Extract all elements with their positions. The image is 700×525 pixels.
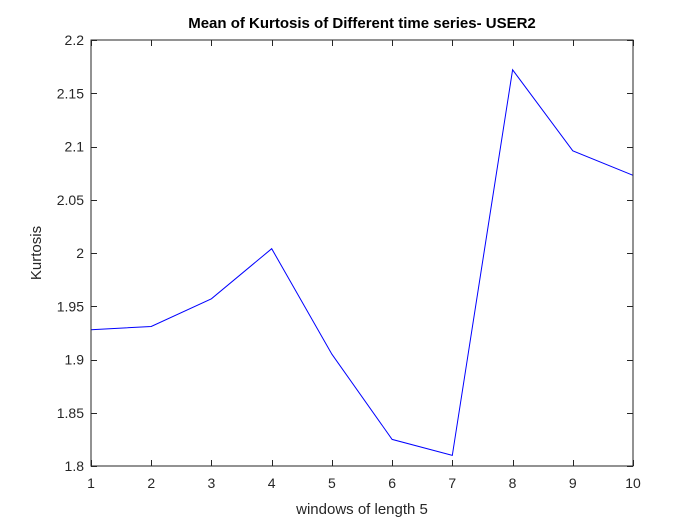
series-layer <box>90 68 634 457</box>
x-tick-label: 1 <box>87 475 95 491</box>
y-tick-label: 1.95 <box>57 298 84 314</box>
y-tick-label: 1.9 <box>65 352 85 368</box>
x-tick-label: 6 <box>388 475 396 491</box>
y-tick-label: 1.8 <box>65 458 85 474</box>
y-tick-label: 2.15 <box>57 85 84 101</box>
y-tick-label: 1.85 <box>57 405 84 421</box>
axes-box <box>90 39 634 467</box>
y-tick-label: 2.2 <box>65 32 85 48</box>
x-tick-label: 8 <box>509 475 517 491</box>
y-tick-label: 2 <box>76 245 84 261</box>
y-tick-label: 2.05 <box>57 192 84 208</box>
x-tick-label: 5 <box>328 475 336 491</box>
ticks-layer: 1 2 3 4 5 6 7 8 9 10 1.8 1.85 1.9 1.95 2 2.05 2.1 2.15 2.2 <box>57 32 641 491</box>
x-axis-label: windows of length 5 <box>295 501 428 518</box>
chart-title: Mean of Kurtosis of Different time serie… <box>188 15 536 32</box>
x-tick-label: 4 <box>268 475 276 491</box>
x-tick-label: 10 <box>625 475 641 491</box>
x-tick-label: 3 <box>208 475 216 491</box>
y-axis-label: Kurtosis <box>28 226 45 280</box>
plot-area <box>91 40 633 466</box>
x-tick-label: 7 <box>448 475 456 491</box>
x-tick-label: 9 <box>569 475 577 491</box>
series-line <box>90 68 634 457</box>
x-tick-label: 2 <box>147 475 155 491</box>
y-tick-label: 2.1 <box>65 139 85 155</box>
